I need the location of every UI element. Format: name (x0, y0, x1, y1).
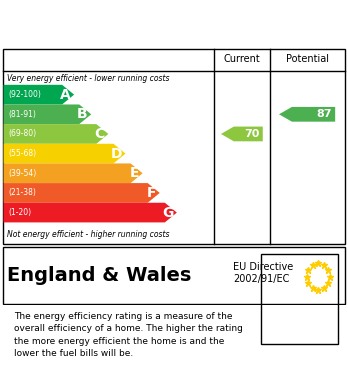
Text: Energy Efficiency Rating: Energy Efficiency Rating (7, 14, 254, 32)
Text: A: A (60, 88, 71, 102)
Text: E: E (129, 166, 139, 180)
Text: 70: 70 (244, 129, 259, 139)
Polygon shape (3, 203, 177, 222)
Text: (92-100): (92-100) (9, 90, 41, 99)
Text: EU Directive
2002/91/EC: EU Directive 2002/91/EC (233, 262, 293, 283)
Polygon shape (221, 127, 263, 141)
Text: Potential: Potential (286, 54, 329, 64)
Polygon shape (3, 124, 108, 144)
Polygon shape (3, 85, 74, 104)
Text: Not energy efficient - higher running costs: Not energy efficient - higher running co… (7, 230, 169, 239)
Text: F: F (147, 186, 156, 200)
Text: (21-38): (21-38) (9, 188, 37, 197)
Text: D: D (111, 147, 122, 161)
Text: Current: Current (223, 54, 260, 64)
Polygon shape (279, 107, 335, 122)
Polygon shape (3, 104, 91, 124)
Polygon shape (3, 163, 143, 183)
Text: (81-91): (81-91) (9, 110, 37, 119)
Text: The energy efficiency rating is a measure of the
overall efficiency of a home. T: The energy efficiency rating is a measur… (14, 312, 243, 358)
Text: (39-54): (39-54) (9, 169, 37, 178)
Text: (1-20): (1-20) (9, 208, 32, 217)
Text: 87: 87 (316, 109, 332, 119)
Text: B: B (77, 107, 88, 121)
Text: England & Wales: England & Wales (7, 266, 191, 285)
Text: G: G (162, 206, 173, 220)
Text: C: C (95, 127, 105, 141)
Polygon shape (3, 183, 160, 203)
Text: Very energy efficient - lower running costs: Very energy efficient - lower running co… (7, 74, 169, 83)
Text: (55-68): (55-68) (9, 149, 37, 158)
Polygon shape (3, 144, 126, 163)
Text: (69-80): (69-80) (9, 129, 37, 138)
